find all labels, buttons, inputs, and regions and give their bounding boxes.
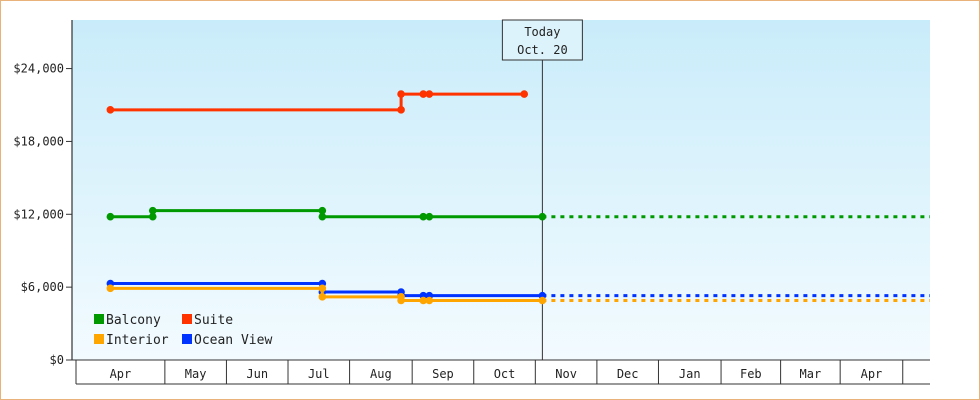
x-tick-label: Jun: [246, 367, 268, 381]
data-point: [397, 90, 405, 98]
x-tick-label: Sep: [432, 367, 454, 381]
x-tick-label: Apr: [861, 367, 883, 381]
x-tick-label: Aug: [370, 367, 392, 381]
x-tick-label: Nov: [555, 367, 577, 381]
data-point: [106, 106, 115, 114]
legend-swatch: [94, 314, 104, 324]
data-point: [538, 212, 547, 221]
today-box: [501, 19, 583, 61]
data-point: [106, 284, 115, 293]
x-tick-label: Jul: [308, 367, 330, 381]
data-point: [425, 212, 434, 221]
x-tick-label: May: [185, 367, 207, 381]
legend-label: Balcony: [106, 313, 161, 328]
x-tick-label: Dec: [617, 367, 639, 381]
y-tick-label: $6,000: [21, 280, 64, 294]
y-tick-label: $0: [50, 353, 64, 367]
y-axis: $0 $6,000 $12,000 $18,000 $24,000: [13, 20, 73, 367]
today-label: Today: [524, 25, 560, 39]
x-tick-label: Feb: [740, 367, 762, 381]
today-date-label: Oct. 20: [517, 43, 568, 57]
data-point: [520, 90, 529, 98]
data-point: [318, 212, 327, 221]
data-point: [318, 293, 327, 301]
x-tick-label: Apr: [110, 367, 132, 381]
y-tick-label: $12,000: [13, 207, 64, 221]
x-axis: Apr May Jun Jul Aug Sep Oct Nov Dec Jan Feb Mar Apr: [72, 359, 930, 385]
data-point: [148, 206, 157, 215]
legend-label: Suite: [194, 313, 233, 328]
x-tick-label: Mar: [800, 367, 822, 381]
legend-label: Ocean View: [194, 333, 272, 348]
series-line: [110, 92, 525, 112]
today-marker: Today Oct. 20: [501, 19, 583, 360]
x-tick-label: Oct: [494, 367, 516, 381]
data-point: [318, 206, 327, 215]
legend-swatch: [94, 334, 104, 344]
data-point: [538, 296, 547, 305]
series-layer: [106, 90, 930, 305]
legend: Balcony Suite Interior Ocean View: [94, 313, 272, 348]
y-tick-label: $24,000: [13, 62, 64, 76]
data-point: [106, 212, 115, 221]
data-point: [397, 106, 405, 114]
data-point: [148, 212, 157, 221]
legend-swatch: [182, 334, 192, 344]
data-point: [397, 296, 405, 305]
legend-label: Interior: [106, 333, 169, 348]
y-tick-label: $18,000: [13, 134, 64, 148]
data-point: [419, 296, 428, 305]
data-point: [425, 90, 434, 98]
data-point: [419, 90, 428, 98]
data-point: [318, 284, 327, 293]
legend-swatch: [182, 314, 192, 324]
plot-area: [72, 20, 930, 360]
x-tick-label: Jan: [679, 367, 701, 381]
data-point: [419, 212, 428, 221]
data-point: [425, 296, 434, 305]
